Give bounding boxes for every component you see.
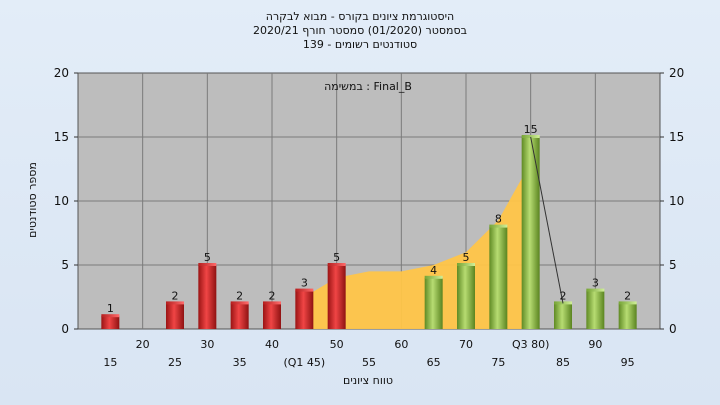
bar-value-label-30: 5 [204, 251, 211, 264]
x-tick-top-50: 50 [330, 338, 344, 351]
overlay-line-layer [530, 136, 564, 304]
y-tick-right-0: 0 [669, 322, 677, 336]
bar-top-70 [457, 263, 475, 266]
y-tick-left-20: 20 [54, 66, 69, 80]
y-tick-right-5: 5 [669, 258, 677, 272]
bar-value-label-70: 5 [463, 251, 470, 264]
bar-50 [327, 265, 346, 329]
y-tick-right-15: 15 [669, 130, 684, 144]
bar-top-95 [618, 301, 637, 305]
bar-top-40 [263, 301, 281, 305]
bar-top-25 [166, 301, 184, 305]
bar-25 [166, 303, 184, 329]
bar-15 [101, 316, 120, 329]
y-tick-left-5: 5 [61, 258, 69, 272]
bar-value-label-90: 3 [592, 277, 599, 290]
y-axis-label: מספר סטודנטים [26, 162, 39, 238]
x-tick-bottom-65: 65 [427, 356, 441, 369]
chart-title-line-1: היסטוגרמת ציונים בקורס - מבוא לבקרה [266, 10, 454, 23]
y-tick-right-20: 20 [669, 66, 684, 80]
task-annotation: במשימה : Final_B [324, 80, 412, 93]
x-tick-bottom-75: 75 [491, 356, 505, 369]
x-axis-label: טווח ציונים [343, 374, 393, 387]
y-tick-left-15: 15 [54, 130, 69, 144]
x-tick-bottom-45: (Q1 45) [283, 356, 325, 369]
bar-value-label-65: 4 [430, 264, 437, 277]
x-tick-top-30: 30 [200, 338, 214, 351]
bar-85 [554, 303, 572, 329]
bar-value-label-40: 2 [269, 289, 276, 302]
x-tick-bottom-95: 95 [621, 356, 635, 369]
x-tick-top-80: Q3 80) [512, 338, 549, 351]
x-tick-bottom-15: 15 [103, 356, 117, 369]
bar-45 [295, 290, 314, 329]
bars-layer [101, 135, 637, 329]
bar-top-45 [295, 288, 314, 292]
x-axis-ticks: 20 30 40 50 60 70 Q3 80) 90 15 25 35 (Q1 45) 55 65 75 8… [103, 338, 634, 369]
x-tick-bottom-85: 85 [556, 356, 570, 369]
bar-value-label-50: 5 [333, 251, 340, 264]
x-tick-top-40: 40 [265, 338, 279, 351]
bar-30 [198, 265, 217, 329]
y-tick-right-10: 10 [669, 194, 684, 208]
x-tick-bottom-25: 25 [168, 356, 182, 369]
y-tick-left-10: 10 [54, 194, 69, 208]
bar-top-50 [327, 263, 346, 266]
bar-75 [489, 226, 508, 329]
x-tick-top-70: 70 [459, 338, 473, 351]
x-tick-top-60: 60 [394, 338, 408, 351]
chart-title-line-2: בסמסטר (01/2020) סמסטר חורף 2020/21 [253, 24, 467, 37]
bar-value-labels: 1 2 5 2 2 3 5 4 5 8 15 2 3 2 [107, 123, 631, 315]
bar-35 [230, 303, 249, 329]
bar-top-30 [198, 263, 217, 266]
bar-value-label-35: 2 [236, 289, 243, 302]
overlay-line [530, 136, 564, 304]
bar-value-label-75: 8 [495, 213, 502, 226]
bar-top-90 [586, 288, 605, 292]
bar-value-label-85: 2 [560, 289, 567, 302]
bar-90 [586, 290, 605, 329]
bar-top-80 [521, 135, 540, 138]
x-tick-bottom-35: 35 [233, 356, 247, 369]
bar-value-label-25: 2 [172, 289, 179, 302]
x-tick-top-20: 20 [136, 338, 150, 351]
y-tick-left-0: 0 [61, 322, 69, 336]
bar-65 [424, 277, 443, 329]
bar-top-35 [230, 301, 249, 305]
bar-value-label-95: 2 [624, 289, 631, 302]
bar-top-75 [489, 224, 508, 228]
x-tick-bottom-55: 55 [362, 356, 376, 369]
bar-95 [618, 303, 637, 329]
bar-top-65 [424, 275, 443, 279]
bar-80 [521, 137, 540, 329]
bar-value-label-15: 1 [107, 302, 114, 315]
bar-value-label-80: 15 [524, 123, 538, 136]
bar-40 [263, 303, 281, 329]
bar-top-15 [101, 314, 120, 318]
bar-value-label-45: 3 [301, 277, 308, 290]
chart-title-line-3: 139 - סטודנטים רשומים [303, 38, 417, 51]
bar-70 [457, 265, 475, 329]
x-tick-top-90: 90 [588, 338, 602, 351]
